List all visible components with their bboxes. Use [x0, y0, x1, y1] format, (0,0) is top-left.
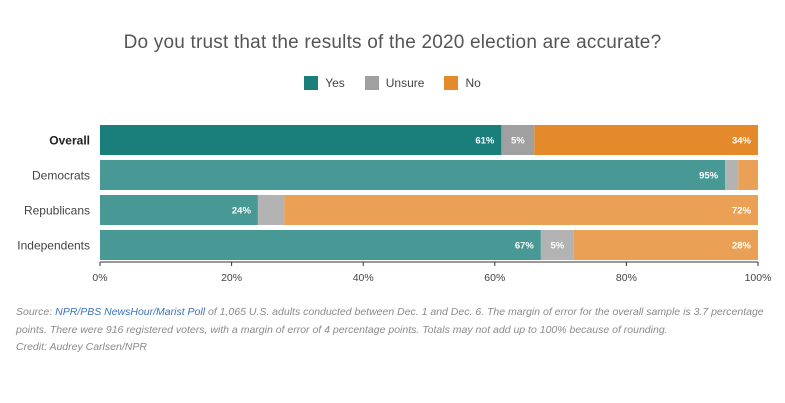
bar-democrats-unsure [725, 160, 739, 190]
source-link[interactable]: NPR/PBS NewsHour/Marist Poll [55, 306, 206, 318]
legend-swatch-no [444, 76, 459, 90]
legend-item-no: No [444, 76, 481, 90]
bar-republicans-yes [100, 195, 258, 225]
source-text: of 1,065 U.S. adults conducted between D… [16, 306, 764, 336]
source-note: Source: NPR/PBS NewsHour/Marist Poll of … [16, 304, 776, 339]
data-label-overall-unsure: 5% [511, 136, 525, 147]
data-label-independents-no: 28% [732, 241, 752, 252]
x-tick-label-2: 40% [353, 272, 374, 284]
legend-item-unsure: Unsure [364, 76, 425, 90]
bar-overall-unsure [501, 125, 535, 155]
category-label-independents: Independents [17, 239, 90, 253]
data-label-republicans-yes: 24% [232, 206, 252, 217]
bar-republicans-no [284, 195, 758, 225]
category-label-overall: Overall [49, 134, 90, 148]
category-label-republicans: Republicans [24, 204, 90, 218]
x-tick-label-4: 80% [616, 272, 637, 284]
data-label-republicans-no: 72% [732, 206, 752, 217]
bar-independents-no [573, 230, 758, 260]
bar-independents-yes [100, 230, 541, 260]
chart-title: Do you trust that the results of the 202… [123, 32, 662, 53]
bar-overall-no [534, 125, 758, 155]
bar-republicans-unsure [257, 195, 285, 225]
legend-label-yes: Yes [325, 76, 345, 90]
legend-item-yes: Yes [304, 76, 345, 90]
x-tick-label-0: 0% [92, 272, 107, 284]
x-tick-label-5: 100% [745, 272, 772, 284]
data-label-democrats-yes: 95% [699, 171, 719, 182]
stacked-bar-chart: Overall 61% 5% 34% Democrats 95% Republicans 24… [17, 125, 772, 284]
data-label-overall-no: 34% [732, 136, 752, 147]
data-label-independents-yes: 67% [515, 241, 535, 252]
legend-swatch-unsure [364, 76, 379, 90]
source-prefix: Source: [16, 306, 56, 318]
credit-note: Credit: Audrey Carlsen/NPR [16, 341, 147, 353]
bar-overall-yes [100, 125, 502, 155]
legend-swatch-yes [304, 76, 319, 90]
x-tick-label-3: 60% [484, 272, 505, 284]
bar-democrats-no [738, 160, 758, 190]
data-label-independents-unsure: 5% [550, 241, 564, 252]
category-label-democrats: Democrats [32, 169, 90, 183]
chart-legend: Yes Unsure No [0, 76, 785, 90]
x-tick-label-1: 20% [221, 272, 242, 284]
bar-democrats-yes [100, 160, 726, 190]
data-label-overall-yes: 61% [475, 136, 495, 147]
chart-notes: Source: NPR/PBS NewsHour/Marist Poll of … [16, 304, 776, 357]
legend-label-no: No [465, 76, 481, 90]
bar-independents-unsure [540, 230, 574, 260]
legend-label-unsure: Unsure [385, 76, 425, 90]
